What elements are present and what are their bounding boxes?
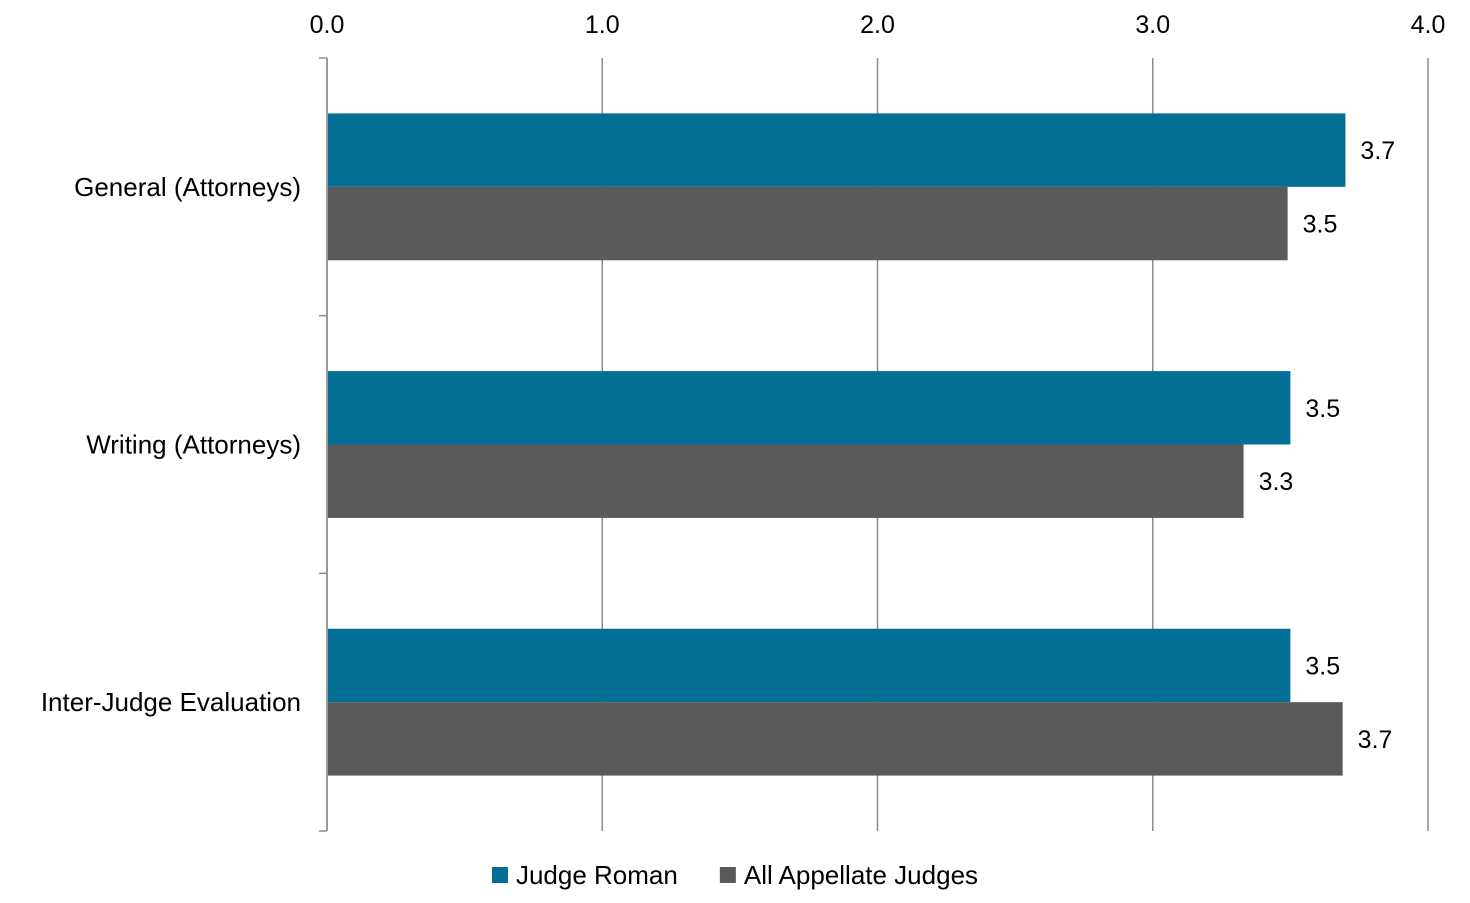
bar — [328, 628, 1291, 703]
category-label: General (Attorneys) — [74, 172, 301, 202]
data-label: 3.3 — [1259, 468, 1294, 496]
data-label: 3.7 — [1358, 726, 1393, 754]
bars — [328, 113, 1346, 776]
category-label: Inter-Judge Evaluation — [41, 687, 301, 717]
tick-label: 3.0 — [1135, 11, 1170, 39]
data-label: 3.5 — [1305, 652, 1340, 680]
tick-label: 4.0 — [1411, 11, 1446, 39]
legend-swatch — [719, 867, 736, 883]
data-label: 3.5 — [1305, 395, 1340, 423]
category-axis: General (Attorneys) Writing (Attorneys) In… — [41, 57, 328, 832]
bar — [328, 702, 1343, 776]
value-axis: 0.0 1.0 2.0 3.0 4.0 — [310, 11, 1446, 39]
legend-label: All Appellate Judges — [744, 860, 978, 890]
bar — [328, 186, 1288, 261]
bar — [328, 371, 1291, 445]
legend-label: Judge Roman — [516, 860, 678, 890]
bar — [328, 444, 1244, 518]
bar — [328, 113, 1346, 187]
category-label: Writing (Attorneys) — [86, 430, 301, 460]
data-labels: 3.7 3.5 3.5 3.3 3.5 3.7 — [1259, 137, 1396, 754]
data-label: 3.7 — [1360, 137, 1395, 165]
tick-label: 2.0 — [860, 11, 895, 39]
legend: Judge Roman All Appellate Judges — [491, 860, 978, 890]
legend-swatch — [491, 867, 508, 883]
data-label: 3.5 — [1303, 211, 1338, 239]
tick-label: 1.0 — [585, 11, 620, 39]
tick-label: 0.0 — [310, 11, 345, 39]
